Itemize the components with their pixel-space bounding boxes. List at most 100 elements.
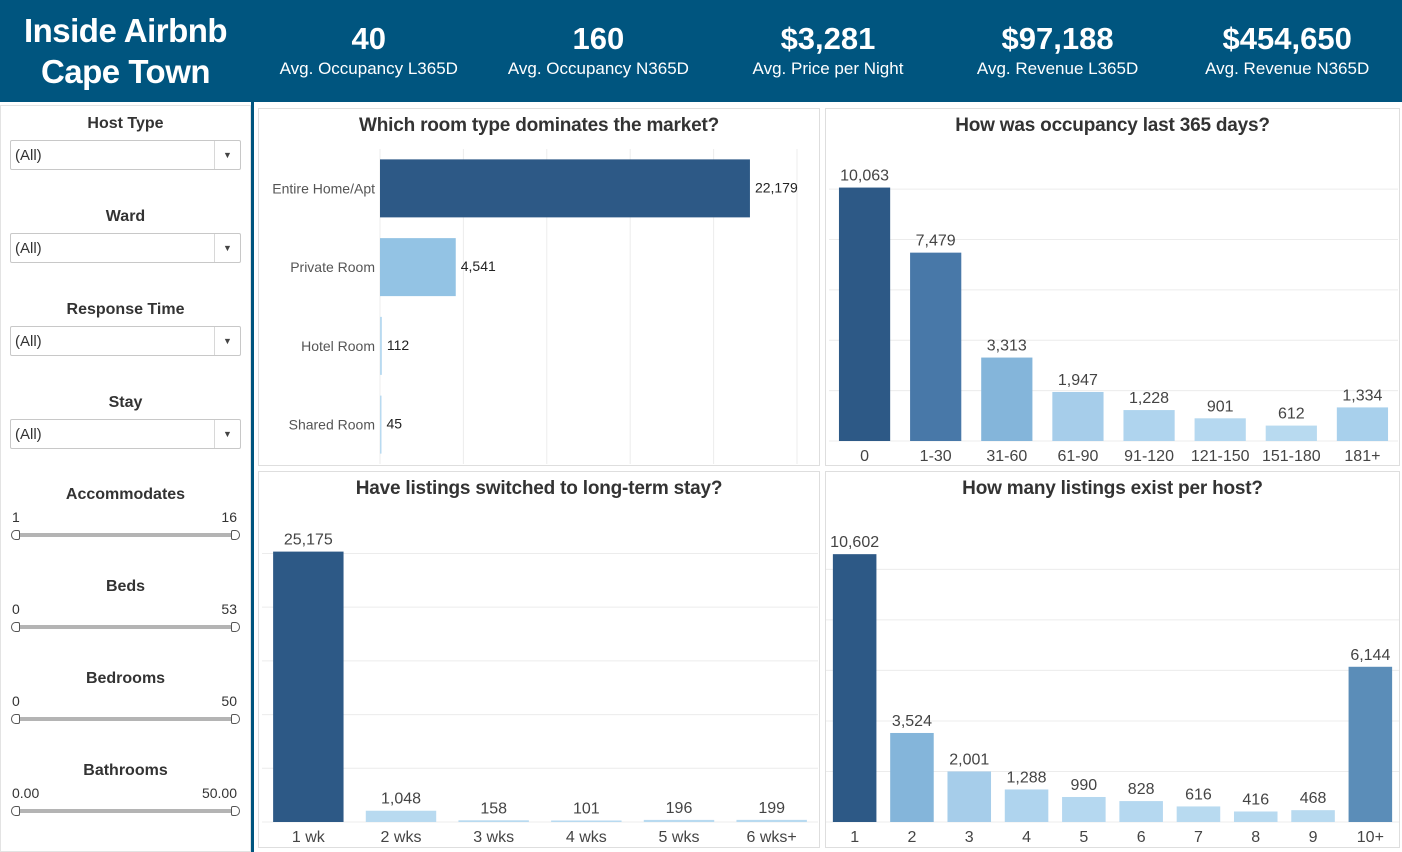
filter-label: Bathrooms xyxy=(83,762,168,779)
data-label: 1,947 xyxy=(1058,372,1098,389)
range-max: 16 xyxy=(221,509,237,525)
beds-slider[interactable] xyxy=(10,619,241,633)
slider-handle-icon[interactable] xyxy=(231,806,240,816)
kpi-price-per-night: $3,281 Avg. Price per Night xyxy=(713,0,943,102)
data-label: 612 xyxy=(1278,406,1305,423)
category-label: Hotel Room xyxy=(301,338,375,354)
bar xyxy=(273,551,344,822)
filter-sidebar: Host Type (All) ▼ Ward (All) ▼ Response … xyxy=(0,105,251,852)
category-label: 5 wks xyxy=(659,829,700,846)
filter-bathrooms: Bathrooms 0.00 50.00 xyxy=(10,761,241,817)
data-label: 4,541 xyxy=(461,258,496,274)
dropdown-value: (All) xyxy=(15,239,42,257)
category-label: 9 xyxy=(1309,829,1318,846)
bar xyxy=(1265,425,1317,441)
bar xyxy=(551,820,622,822)
category-label: 151-180 xyxy=(1262,448,1321,465)
range-max: 50 xyxy=(221,693,237,709)
slider-handle-icon[interactable] xyxy=(11,622,20,632)
filter-label: Bedrooms xyxy=(85,670,166,687)
category-label: 1-30 xyxy=(920,448,952,465)
kpi-value: $97,188 xyxy=(1001,21,1114,56)
response-time-dropdown[interactable]: (All) ▼ xyxy=(10,326,241,356)
bedrooms-slider[interactable] xyxy=(10,711,241,725)
slider-handle-icon[interactable] xyxy=(231,622,240,632)
data-label: 45 xyxy=(387,416,403,432)
bar xyxy=(380,238,456,297)
bar xyxy=(1062,796,1106,822)
category-label: 1 xyxy=(850,829,859,846)
slider-handle-icon[interactable] xyxy=(11,806,20,816)
data-label: 25,175 xyxy=(284,532,333,549)
slider-handle-icon[interactable] xyxy=(11,714,20,724)
bar xyxy=(947,771,992,822)
category-label: 6 xyxy=(1137,829,1146,846)
range-values: 1 16 xyxy=(10,509,241,525)
data-label: 416 xyxy=(1242,791,1269,808)
data-label: 3,313 xyxy=(987,338,1027,355)
bar xyxy=(1052,391,1104,441)
kpi-label: Avg. Occupancy N365D xyxy=(507,59,689,78)
bar xyxy=(1194,418,1246,441)
kpi-label: Avg. Revenue L365D xyxy=(976,59,1139,78)
category-label: 0 xyxy=(860,448,869,465)
chart-title: Which room type dominates the market? xyxy=(359,115,719,136)
host-type-dropdown[interactable]: (All) ▼ xyxy=(10,140,241,170)
category-label: Private Room xyxy=(290,259,375,275)
slider-handle-icon[interactable] xyxy=(231,714,240,724)
range-min: 0.00 xyxy=(12,785,40,801)
bar xyxy=(643,819,715,822)
category-label: 8 xyxy=(1251,829,1260,846)
category-label: 6 wks+ xyxy=(747,829,797,846)
category-label: 10+ xyxy=(1357,829,1384,846)
bar xyxy=(1348,666,1393,822)
category-label: 4 xyxy=(1022,829,1031,846)
chevron-down-icon[interactable]: ▼ xyxy=(214,141,240,169)
kpi-label: Avg. Revenue N365D xyxy=(1205,59,1370,78)
category-label: 91-120 xyxy=(1124,448,1174,465)
filter-ward: Ward (All) ▼ xyxy=(10,207,241,263)
data-label: 10,602 xyxy=(830,534,879,551)
slider-handle-icon[interactable] xyxy=(231,530,240,540)
chevron-down-icon[interactable]: ▼ xyxy=(214,327,240,355)
kpi-bar: 40 Avg. Occupancy L365D 160 Avg. Occupan… xyxy=(254,0,1402,102)
data-label: 828 xyxy=(1128,781,1155,798)
category-label: 3 xyxy=(965,829,974,846)
kpi-label: Avg. Price per Night xyxy=(752,59,904,78)
long-term-panel: Have listings switched to long-term stay… xyxy=(258,471,820,848)
kpi-value: 160 xyxy=(572,21,625,56)
data-label: 6,144 xyxy=(1350,647,1390,664)
dropdown-value: (All) xyxy=(15,332,42,350)
bar xyxy=(458,820,529,822)
data-label: 2,001 xyxy=(949,751,989,768)
kpi-occupancy-n365d: 160 Avg. Occupancy N365D xyxy=(484,0,714,102)
dashboard-title: Inside Airbnb Cape Town xyxy=(0,0,251,102)
chart-title: How was occupancy last 365 days? xyxy=(955,115,1270,136)
category-label: 31-60 xyxy=(986,448,1027,465)
bar xyxy=(380,159,750,218)
range-min: 0 xyxy=(12,693,20,709)
chevron-down-icon[interactable]: ▼ xyxy=(214,234,240,262)
category-label: 181+ xyxy=(1344,448,1380,465)
bar xyxy=(1123,410,1175,441)
slider-bar xyxy=(14,533,237,537)
filter-host-type: Host Type (All) ▼ xyxy=(10,114,241,170)
range-max: 53 xyxy=(221,601,237,617)
kpi-revenue-l365d: $97,188 Avg. Revenue L365D xyxy=(943,0,1173,102)
stay-dropdown[interactable]: (All) ▼ xyxy=(10,419,241,449)
occupancy-chart: 10,063 0 7,479 1-30 3,313 31-60 1,947 61-90 1,22… xyxy=(829,168,1398,465)
slider-handle-icon[interactable] xyxy=(11,530,20,540)
range-values: 0.00 50.00 xyxy=(10,785,241,801)
ward-dropdown[interactable]: (All) ▼ xyxy=(10,233,241,263)
kpi-value: $3,281 xyxy=(780,21,876,56)
data-label: 158 xyxy=(480,800,507,817)
data-label: 468 xyxy=(1300,790,1327,807)
bar xyxy=(1291,810,1335,822)
bar xyxy=(380,316,382,375)
bathrooms-slider[interactable] xyxy=(10,803,241,817)
data-label: 901 xyxy=(1207,398,1234,415)
accommodates-slider[interactable] xyxy=(10,527,241,541)
chevron-down-icon[interactable]: ▼ xyxy=(214,420,240,448)
bar xyxy=(736,819,807,822)
dashboard-title-line2: Cape Town xyxy=(40,53,211,90)
